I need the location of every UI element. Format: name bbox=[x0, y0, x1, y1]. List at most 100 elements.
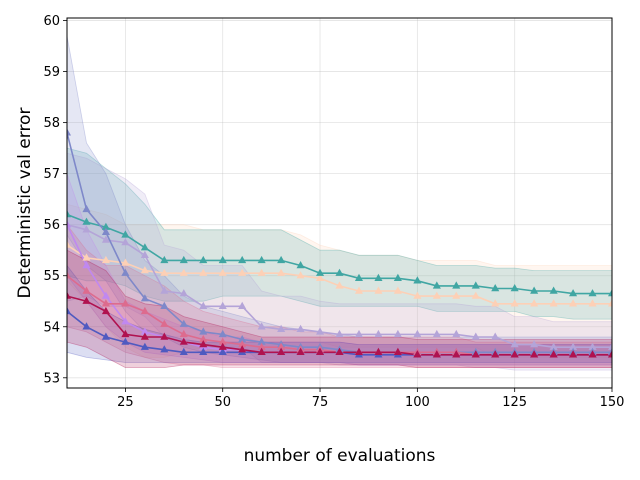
point-lavender bbox=[218, 301, 227, 309]
point-violet bbox=[101, 291, 110, 299]
point-teal bbox=[491, 284, 500, 292]
point-rose bbox=[82, 286, 91, 294]
point-rose bbox=[67, 271, 71, 279]
x-tick-label: 50 bbox=[214, 395, 231, 410]
point-blue bbox=[101, 332, 110, 340]
x-tick-label: 100 bbox=[405, 395, 430, 410]
point-teal bbox=[452, 281, 461, 289]
point-teal bbox=[199, 255, 208, 264]
point-teal bbox=[218, 255, 227, 264]
point-peach bbox=[257, 268, 266, 276]
point-periwinkle bbox=[218, 329, 227, 338]
point-teal bbox=[82, 217, 91, 225]
y-tick-label: 55 bbox=[43, 269, 60, 284]
point-crimson bbox=[432, 350, 441, 358]
point-crimson bbox=[413, 350, 422, 358]
point-lavender bbox=[179, 289, 188, 297]
point-lavender bbox=[549, 342, 558, 350]
band-violet bbox=[67, 173, 612, 366]
point-crimson bbox=[471, 350, 480, 358]
point-lavender bbox=[354, 329, 363, 338]
point-teal bbox=[471, 281, 480, 289]
point-peach bbox=[160, 268, 169, 276]
point-lavender bbox=[335, 329, 344, 338]
x-tick-label: 150 bbox=[600, 395, 625, 410]
point-periwinkle bbox=[160, 301, 169, 309]
point-crimson bbox=[218, 342, 227, 350]
band-lavender bbox=[67, 152, 612, 371]
point-lavender bbox=[530, 340, 539, 348]
point-teal bbox=[393, 273, 402, 281]
point-peach bbox=[374, 286, 383, 294]
point-crimson bbox=[452, 350, 461, 358]
point-periwinkle bbox=[101, 227, 110, 235]
point-periwinkle bbox=[257, 337, 266, 345]
point-teal bbox=[588, 289, 597, 297]
point-peach bbox=[569, 299, 578, 307]
y-tick-label: 58 bbox=[43, 116, 60, 131]
point-lavender bbox=[413, 329, 422, 338]
point-crimson bbox=[491, 350, 500, 358]
point-lavender bbox=[82, 225, 91, 233]
point-crimson bbox=[82, 296, 91, 304]
y-axis-label: Deterministic val error bbox=[15, 108, 35, 299]
point-peach bbox=[179, 268, 188, 276]
point-peach bbox=[277, 268, 286, 276]
point-blue bbox=[218, 347, 227, 355]
point-teal bbox=[374, 273, 383, 281]
point-lavender bbox=[569, 342, 578, 350]
point-crimson bbox=[374, 347, 383, 355]
point-violet bbox=[121, 317, 130, 325]
point-teal bbox=[160, 255, 169, 264]
point-peach bbox=[452, 291, 461, 299]
point-lavender bbox=[101, 235, 110, 243]
point-lavender bbox=[160, 286, 169, 294]
point-blue bbox=[179, 347, 188, 355]
point-peach bbox=[335, 281, 344, 289]
point-lavender bbox=[121, 238, 130, 246]
point-periwinkle bbox=[82, 204, 91, 213]
point-peach bbox=[549, 299, 558, 307]
point-crimson bbox=[238, 345, 247, 353]
point-teal bbox=[354, 273, 363, 281]
point-crimson bbox=[569, 350, 578, 358]
point-violet bbox=[140, 327, 149, 335]
point-peach bbox=[510, 299, 519, 307]
point-crimson bbox=[101, 306, 110, 315]
point-violet bbox=[82, 261, 91, 269]
point-peach bbox=[354, 286, 363, 294]
y-tick-label: 53 bbox=[43, 371, 60, 386]
point-peach bbox=[199, 268, 208, 276]
point-crimson bbox=[335, 347, 344, 355]
point-crimson bbox=[67, 291, 71, 299]
y-tick-label: 56 bbox=[43, 218, 60, 233]
point-crimson bbox=[296, 347, 305, 355]
point-lavender bbox=[296, 324, 305, 332]
point-periwinkle bbox=[140, 294, 149, 302]
y-axis-ticks: 53 54 55 56 57 58 59 60 bbox=[43, 14, 67, 386]
point-teal bbox=[608, 289, 612, 297]
point-peach bbox=[218, 268, 227, 276]
point-peach bbox=[296, 271, 305, 279]
band-teal bbox=[67, 147, 612, 320]
y-tick-label: 60 bbox=[43, 14, 60, 29]
point-crimson bbox=[510, 350, 519, 358]
y-tick-label: 54 bbox=[43, 320, 60, 335]
point-lavender bbox=[140, 250, 149, 258]
point-crimson bbox=[588, 350, 597, 358]
point-rose bbox=[140, 306, 149, 315]
point-peach bbox=[121, 258, 130, 266]
point-rose bbox=[277, 342, 286, 350]
point-lavender bbox=[471, 332, 480, 340]
point-teal bbox=[413, 276, 422, 284]
point-peach bbox=[82, 253, 91, 261]
point-crimson bbox=[121, 329, 130, 338]
point-lavender bbox=[432, 329, 441, 338]
point-teal bbox=[432, 281, 441, 289]
point-teal bbox=[316, 268, 325, 276]
point-lavender bbox=[238, 301, 247, 309]
point-lavender bbox=[199, 301, 208, 309]
point-peach bbox=[471, 291, 480, 299]
point-rose bbox=[238, 340, 247, 348]
